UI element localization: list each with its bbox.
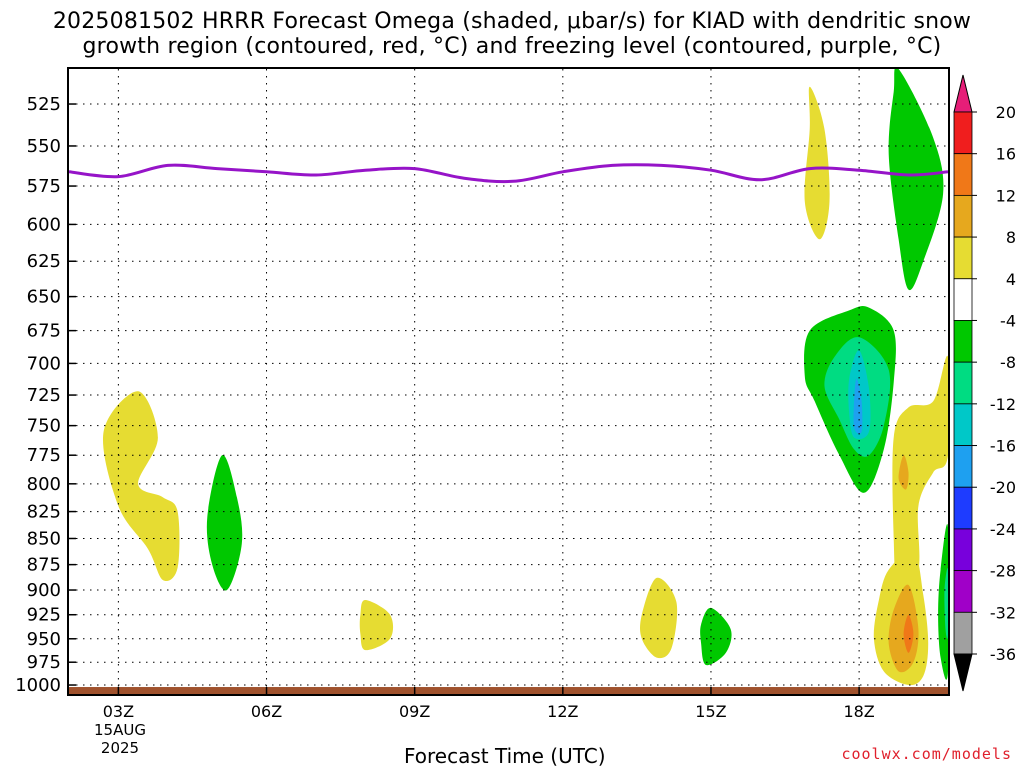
x-tick-label-2: 09Z — [399, 702, 430, 721]
x-tick-label-4: 15Z — [695, 702, 726, 721]
omega-region-16 — [640, 577, 678, 659]
x-date-line1: 15AUG — [94, 721, 146, 739]
y-tick-label-5: 650 — [27, 287, 61, 308]
omega-region-13 — [102, 391, 180, 582]
y-tick-label-12: 825 — [27, 502, 61, 523]
y-tick-label-14: 875 — [27, 555, 61, 576]
y-tick-label-0: 525 — [27, 94, 61, 115]
omega-region-15 — [359, 600, 394, 651]
colorbar-swatch-7 — [953, 403, 973, 446]
colorbar-label-5: -4 — [1000, 311, 1016, 330]
y-tick-label-11: 800 — [27, 474, 61, 495]
y-tick-label-9: 750 — [27, 416, 61, 437]
colorbar-swatch-8 — [953, 445, 973, 488]
x-tick-label-1: 06Z — [251, 702, 282, 721]
colorbar-label-3: 8 — [1006, 228, 1016, 247]
colorbar-label-11: -28 — [990, 562, 1016, 581]
colorbar-swatch-12 — [953, 611, 973, 655]
colorbar-label-7: -12 — [990, 395, 1016, 414]
colorbar-label-4: 4 — [1006, 270, 1016, 289]
y-tick-label-1: 550 — [27, 136, 61, 157]
x-tick-label-3: 12Z — [547, 702, 578, 721]
colorbar-swatch-10 — [953, 528, 973, 572]
colorbar-label-12: -32 — [990, 603, 1016, 622]
y-tick-label-18: 975 — [27, 652, 61, 673]
omega-region-7 — [898, 455, 909, 490]
omega-region-5 — [853, 378, 863, 434]
y-tick-label-17: 950 — [27, 629, 61, 650]
colorbar-swatch-4 — [953, 278, 973, 321]
y-tick-label-15: 900 — [27, 580, 61, 601]
omega-regions — [102, 69, 948, 686]
y-axis: 525 550 575 600 625 650 675 700 725 750 775 800 825 8… — [15, 94, 76, 696]
colorbar-label-1: 16 — [996, 145, 1016, 164]
colorbar-swatch-5 — [953, 320, 973, 363]
colorbar-label-2: 12 — [996, 186, 1016, 205]
colorbar-swatch-11 — [953, 570, 973, 613]
colorbar-swatch-6 — [953, 361, 973, 405]
colorbar-swatch-3 — [953, 236, 973, 280]
colorbar-swatch-2 — [953, 194, 973, 238]
omega-region-11 — [938, 524, 948, 680]
y-tick-label-4: 625 — [27, 251, 61, 272]
colorbar-label-10: -24 — [990, 520, 1016, 539]
y-tick-label-13: 850 — [27, 528, 61, 549]
ground-surface — [69, 687, 948, 694]
colorbar-label-0: 20 — [996, 103, 1016, 122]
y-tick-label-2: 575 — [27, 176, 61, 197]
colorbar-label-6: -8 — [1000, 353, 1016, 372]
omega-region-6 — [892, 355, 948, 597]
x-axis-label: Forecast Time (UTC) — [404, 744, 606, 768]
colorbar-swatch-9 — [953, 486, 973, 530]
plot-frame — [67, 67, 950, 696]
x-date-line2: 2025 — [100, 739, 140, 757]
omega-region-12 — [944, 568, 948, 639]
colorbar-top-arrow — [953, 74, 973, 113]
omega-region-10 — [903, 614, 914, 653]
y-tick-label-16: 925 — [27, 605, 61, 626]
omega-region-17 — [700, 607, 732, 666]
y-tick-label-8: 725 — [27, 385, 61, 406]
omega-region-0 — [804, 86, 830, 240]
colorbar: 20 16 12 8 4 -4 -8 -12 -16 -20 -24 -28 -32 -36 — [953, 74, 1016, 692]
y-tick-label-10: 775 — [27, 445, 61, 466]
omega-region-9 — [888, 584, 919, 673]
footer-credit: coolwx.com/models — [841, 745, 1012, 763]
freezing-level-line — [69, 163, 948, 184]
colorbar-swatch-1 — [953, 153, 973, 196]
ground-bar — [69, 687, 948, 694]
freezing-level — [69, 163, 948, 184]
omega-region-1 — [888, 69, 944, 291]
y-tick-label-7: 700 — [27, 353, 61, 374]
omega-region-14 — [206, 454, 243, 591]
colorbar-swatch-0 — [953, 111, 973, 155]
colorbar-label-13: -36 — [990, 645, 1016, 664]
colorbar-label-8: -16 — [990, 437, 1016, 456]
x-tick-label-5: 18Z — [843, 702, 874, 721]
chart-title-line2: growth region (contoured, red, °C) and f… — [82, 34, 942, 59]
x-axis: 03Z 06Z 09Z 12Z 15Z 18Z — [103, 687, 875, 721]
y-tick-label-6: 675 — [27, 321, 61, 342]
chart-title-line1: 2025081502 HRRR Forecast Omega (shaded, … — [52, 9, 972, 34]
y-tick-label-19: 1000 — [15, 675, 61, 696]
x-tick-label-0: 03Z — [103, 702, 134, 721]
colorbar-bottom-arrow — [953, 653, 973, 692]
y-tick-label-3: 600 — [27, 214, 61, 235]
colorbar-label-9: -20 — [990, 478, 1016, 497]
